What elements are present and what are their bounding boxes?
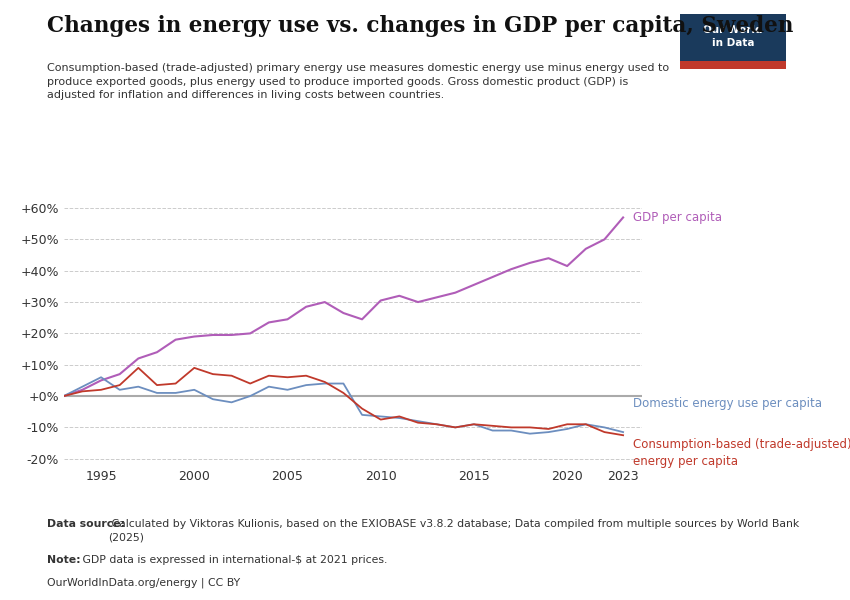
- Text: Our World
in Data: Our World in Data: [703, 25, 763, 48]
- Text: OurWorldInData.org/energy | CC BY: OurWorldInData.org/energy | CC BY: [47, 577, 240, 588]
- Text: GDP per capita: GDP per capita: [633, 211, 722, 224]
- Text: Consumption-based (trade-adjusted)
energy per capita: Consumption-based (trade-adjusted) energ…: [633, 438, 850, 468]
- Text: Changes in energy use vs. changes in GDP per capita, Sweden: Changes in energy use vs. changes in GDP…: [47, 15, 793, 37]
- Text: Calculated by Viktoras Kulionis, based on the EXIOBASE v3.8.2 database; Data com: Calculated by Viktoras Kulionis, based o…: [108, 519, 799, 542]
- Text: GDP data is expressed in international-$ at 2021 prices.: GDP data is expressed in international-$…: [79, 555, 388, 565]
- Text: Note:: Note:: [47, 555, 81, 565]
- Text: Domestic energy use per capita: Domestic energy use per capita: [633, 397, 822, 410]
- Bar: [680, 14, 786, 61]
- Bar: [680, 61, 786, 69]
- Text: Data source:: Data source:: [47, 519, 125, 529]
- Text: Consumption-based (trade-adjusted) primary energy use measures domestic energy u: Consumption-based (trade-adjusted) prima…: [47, 63, 669, 100]
